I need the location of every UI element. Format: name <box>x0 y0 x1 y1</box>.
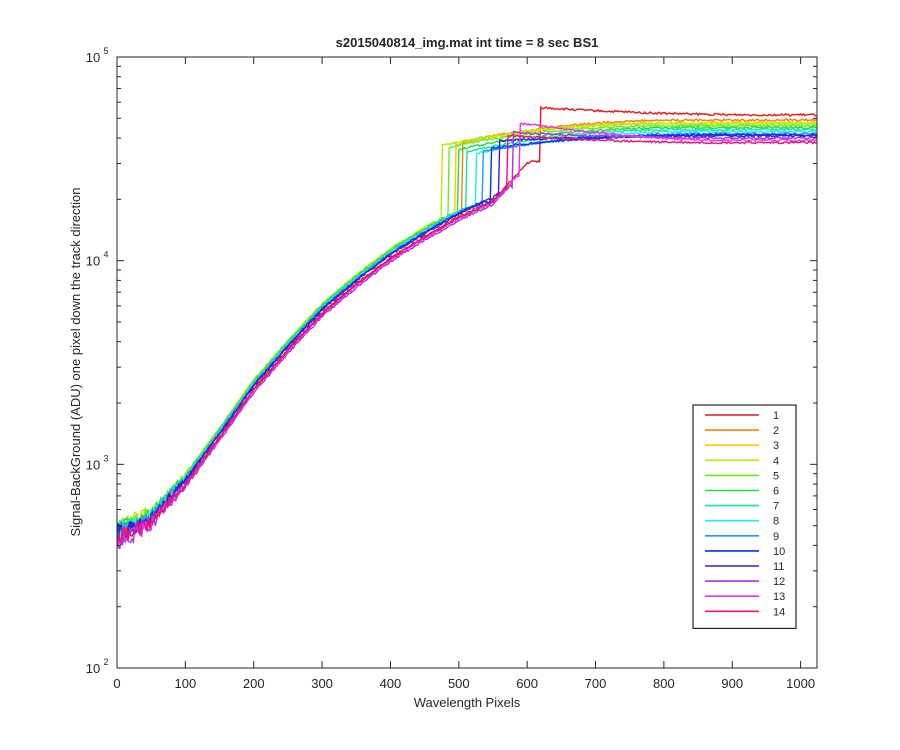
y-tick-label: 10 5 <box>86 46 109 65</box>
x-tick-label: 0 <box>113 676 120 691</box>
y-tick-label: 10 2 <box>86 657 109 676</box>
legend-label-12: 12 <box>773 576 785 588</box>
x-tick-label: 100 <box>175 676 197 691</box>
legend-label-11: 11 <box>773 561 784 573</box>
legend-label-4: 4 <box>773 455 779 467</box>
legend-label-9: 9 <box>773 531 779 543</box>
y-tick-label: 10 4 <box>86 250 109 269</box>
x-tick-label: 700 <box>585 676 607 691</box>
x-tick-label: 200 <box>243 676 265 691</box>
y-tick-base: 10 <box>86 254 100 269</box>
legend-label-6: 6 <box>773 486 779 498</box>
x-tick-label: 400 <box>380 676 402 691</box>
series-line-12 <box>117 130 817 550</box>
x-tick-label: 800 <box>653 676 675 691</box>
x-tick-label: 500 <box>448 676 470 691</box>
series-layer <box>117 105 817 550</box>
y-tick-label: 10 3 <box>86 453 109 472</box>
legend-label-14: 14 <box>773 606 785 618</box>
series-line-10 <box>117 132 817 540</box>
series-line-14 <box>117 134 817 544</box>
x-tick-label: 300 <box>311 676 333 691</box>
legend-box <box>692 404 797 629</box>
legend-label-3: 3 <box>773 440 779 452</box>
y-tick-exponent: 4 <box>103 250 108 260</box>
y-tick-exponent: 5 <box>103 46 108 56</box>
y-tick-base: 10 <box>86 457 100 472</box>
y-axis-label: Signal-BackGround (ADU) one pixel down t… <box>68 187 83 536</box>
legend-label-8: 8 <box>773 516 779 528</box>
legend-label-1: 1 <box>773 410 779 422</box>
x-tick-label: 900 <box>721 676 743 691</box>
axis-ticks <box>116 56 817 669</box>
y-tick-base: 10 <box>86 661 100 676</box>
legend-label-7: 7 <box>773 501 779 513</box>
x-axis-label: Wavelength Pixels <box>414 695 521 710</box>
legend-label-13: 13 <box>773 591 785 603</box>
legend-label-10: 10 <box>773 546 785 558</box>
series-line-11 <box>117 133 817 544</box>
y-tick-exponent: 2 <box>103 657 108 667</box>
legend-label-2: 2 <box>773 425 779 437</box>
series-line-7 <box>117 127 817 536</box>
x-tick-label: 1000 <box>786 676 815 691</box>
y-tick-exponent: 3 <box>103 453 108 463</box>
legend-label-5: 5 <box>773 470 779 482</box>
chart-title: s2015040814_img.mat int time = 8 sec BS1 <box>336 35 599 50</box>
plot-frame <box>116 56 818 669</box>
x-tick-label: 600 <box>516 676 538 691</box>
y-tick-base: 10 <box>86 50 100 65</box>
x-tick-labels: 0 100 200 300 400 500 600 700 800 900 1000 <box>113 676 815 691</box>
